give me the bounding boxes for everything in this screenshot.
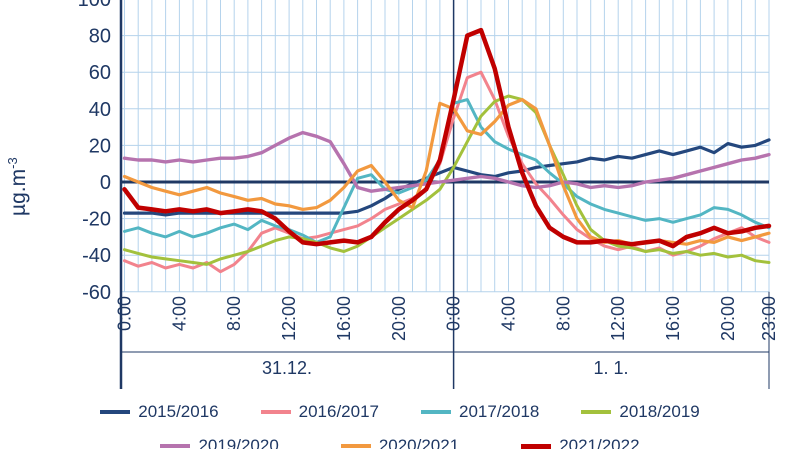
x-tick-label: 20:00 [718, 296, 738, 341]
legend-swatch [340, 444, 371, 448]
legend-item-2016-2017: 2016/2017 [260, 402, 379, 422]
y-axis-title-exponent: -3 [5, 157, 20, 169]
legend-label: 2017/2018 [459, 402, 540, 421]
legend-swatch [160, 444, 191, 448]
legend-swatch [260, 410, 291, 414]
x-tick-label: 23:00 [759, 296, 779, 341]
x-tick-label: 0:00 [444, 296, 464, 331]
y-axis-title-text: µg.m [7, 168, 30, 216]
y-axis-title: µg.m-3 [5, 157, 31, 216]
y-tick-label: 20 [89, 135, 111, 157]
legend-item-2015-2016: 2015/2016 [100, 402, 219, 422]
legend-swatch [581, 410, 612, 414]
y-tick-label: 0 [100, 172, 111, 194]
legend-label: 2015/2016 [138, 402, 219, 421]
legend-row-2: 2019/2020 2020/2021 2021/2022 [0, 436, 800, 449]
y-tick-label: -60 [82, 282, 111, 304]
legend-item-2017-2018: 2017/2018 [421, 402, 539, 422]
legend-row-1: 2015/2016 2016/2017 2017/2018 2018/2019 [0, 402, 800, 422]
series-line-2019-2020 [122, 130, 771, 193]
x-tick-label: 16:00 [334, 296, 354, 341]
legend-label: 2016/2017 [298, 402, 379, 421]
legend-label: 2018/2019 [619, 402, 700, 421]
x-tick-label: 4:00 [499, 296, 519, 331]
x-tick-label: 12:00 [279, 296, 299, 341]
legend-swatch [421, 410, 451, 414]
legend-label: 2021/2022 [559, 436, 640, 449]
legend-item-2018-2019: 2018/2019 [581, 402, 700, 422]
x-tick-label: 4:00 [169, 296, 189, 331]
y-tick-label: -20 [82, 209, 111, 231]
legend-item-2019-2020: 2019/2020 [160, 436, 279, 449]
series-line-2018-2019 [123, 94, 771, 266]
x-tick-label: 8:00 [553, 296, 573, 331]
legend-label: 2019/2020 [198, 436, 279, 449]
day-label-1-1: 1. 1. [593, 358, 629, 378]
x-tick-label: 0:00 [115, 296, 135, 331]
x-tick-label: 12:00 [608, 296, 628, 341]
legend-item-2021-2022: 2021/2022 [521, 436, 640, 449]
series-line-2021-2022 [122, 27, 772, 249]
x-tick-label: 16:00 [663, 296, 683, 341]
legend-swatch [521, 443, 552, 449]
y-tick-label: 80 [89, 26, 111, 48]
x-tick-label: 20:00 [389, 296, 409, 341]
y-tick-label: -40 [82, 245, 111, 267]
legend-swatch [100, 410, 131, 414]
legend-label: 2020/2021 [378, 436, 460, 449]
y-tick-label: 60 [89, 62, 111, 84]
x-tick-label: 8:00 [224, 296, 244, 331]
legend-item-2020-2021: 2020/2021 [340, 436, 460, 449]
y-tick-label: 100 [78, 0, 111, 11]
y-tick-label: 40 [89, 99, 111, 121]
day-label-31-12: 31.12. [261, 358, 313, 378]
